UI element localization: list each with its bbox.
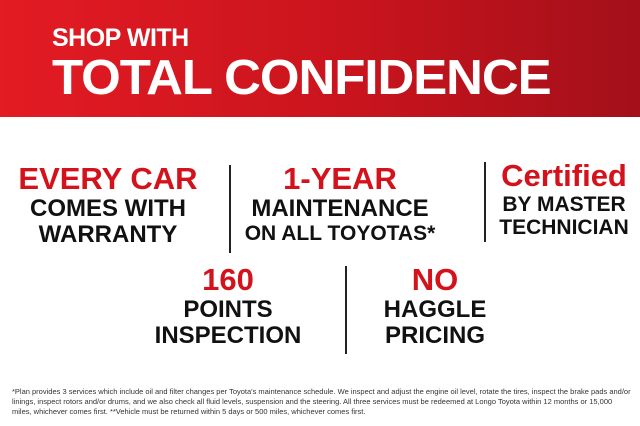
feature-line: COMES WITH bbox=[30, 194, 186, 222]
feature-line: PRICING bbox=[384, 321, 485, 349]
feature-certified: Certified BY MASTER TECHNICIAN bbox=[488, 158, 640, 239]
feature-highlight: EVERY CAR bbox=[18, 161, 198, 196]
feature-no-haggle: NO HAGGLE PRICING bbox=[350, 262, 520, 349]
feature-maintenance: 1-YEAR MAINTENANCE ON ALL TOYOTAS* bbox=[240, 161, 440, 245]
disclaimer: *Plan provides 3 services which include … bbox=[12, 387, 631, 417]
feature-highlight: Certified bbox=[501, 158, 627, 193]
feature-highlight: NO bbox=[411, 262, 459, 297]
feature-line: BY MASTER bbox=[502, 192, 626, 216]
banner-subtitle: SHOP WITH bbox=[52, 24, 189, 52]
divider bbox=[229, 165, 231, 253]
feature-highlight: 1-YEAR bbox=[283, 161, 397, 196]
banner-title: TOTAL CONFIDENCE bbox=[52, 51, 552, 105]
feature-line: ON ALL TOYOTAS* bbox=[244, 221, 436, 245]
feature-highlight: 160 bbox=[202, 262, 254, 297]
header-banner: SHOP WITH TOTAL CONFIDENCE bbox=[0, 0, 640, 117]
feature-line: MAINTENANCE bbox=[251, 194, 429, 222]
feature-line: INSPECTION bbox=[154, 321, 302, 349]
feature-warranty: EVERY CAR COMES WITH WARRANTY bbox=[0, 161, 216, 248]
divider bbox=[484, 162, 486, 242]
feature-line: WARRANTY bbox=[38, 220, 178, 248]
feature-line: HAGGLE bbox=[383, 295, 487, 323]
feature-line: TECHNICIAN bbox=[499, 215, 629, 239]
divider bbox=[345, 266, 347, 354]
feature-line: POINTS bbox=[183, 295, 273, 323]
feature-inspection: 160 POINTS INSPECTION bbox=[128, 262, 328, 349]
